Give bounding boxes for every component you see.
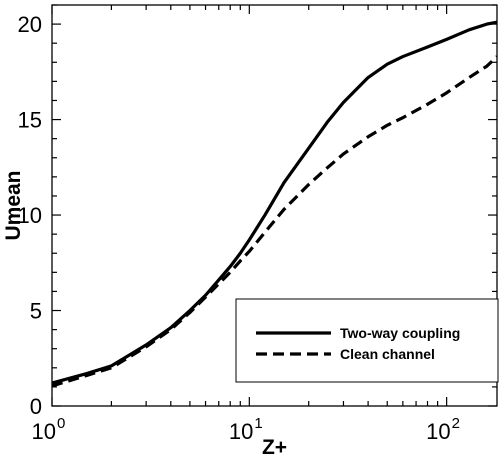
x-tick-label-base: 10 (426, 419, 450, 444)
y-tick-label: 20 (18, 12, 42, 37)
x-tick-label: 10 2 (426, 415, 460, 444)
x-tick-label-exponent: 0 (57, 415, 65, 432)
legend-label: Clean channel (340, 346, 435, 362)
x-tick-label-exponent: 1 (254, 415, 262, 432)
series-line-clean-channel (52, 55, 497, 388)
plot-frame (51, 4, 498, 407)
x-tick-label-exponent: 2 (452, 415, 460, 432)
y-tick-label: 0 (30, 394, 42, 419)
x-tick-label-base: 10 (32, 419, 56, 444)
legend-box (235, 298, 499, 383)
x-axis-label: Z+ (262, 436, 287, 456)
legend-label: Two-way coupling (340, 325, 460, 341)
y-tick-label: 15 (18, 108, 42, 133)
y-axis-label: Umean (2, 170, 25, 240)
y-tick-label: 5 (30, 299, 42, 324)
x-tick-label: 10 1 (229, 415, 263, 444)
y-tick-label: 10 (18, 203, 42, 228)
x-tick-label: 10 0 (32, 415, 66, 444)
x-tick-label-base: 10 (229, 419, 253, 444)
